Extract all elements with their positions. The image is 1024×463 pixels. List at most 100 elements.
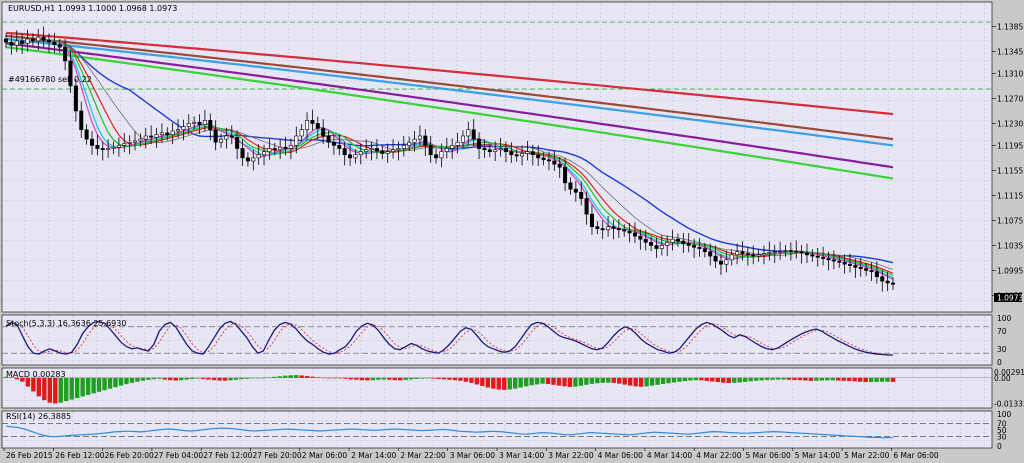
candle [90,130,95,155]
y-tick-label: 1.1075 [997,216,1023,225]
candle [606,216,611,237]
macd-bar [660,377,666,385]
stochastic-pane[interactable] [1,314,993,366]
macd-bar [211,377,217,381]
candle [245,152,250,167]
main-pane[interactable] [1,1,993,313]
candle [622,224,627,237]
macd-bar [222,377,228,381]
macd-bar [759,377,764,381]
macd-bar [118,377,124,386]
macd-bar [792,377,797,380]
macd-bar [518,377,523,388]
candle [369,141,374,161]
candle [331,134,336,155]
candle [202,109,207,132]
x-tick-label: 2 Mar 14:00 [351,451,397,460]
macd-bar [441,377,447,380]
candle [444,137,449,159]
macd-bar [14,377,20,380]
candle [466,121,471,146]
macd-bar [272,376,277,378]
candle [181,119,186,141]
candle [417,125,422,146]
macd-bar [447,377,452,380]
candle [874,261,879,284]
candle [654,237,659,258]
macd-bar [217,377,222,381]
current-price-marker: 1.0973 [994,293,1023,303]
rsi-label: RSI(14) 26.3885 [6,412,71,421]
moving-average-line [5,37,894,147]
candle [208,113,213,141]
macd-bar [589,377,595,384]
candle [788,242,793,261]
macd-bar [332,377,337,379]
macd-bar [3,376,9,378]
chart-header: EURUSD,H1 1.0993 1.1000 1.0968 1.0973 [8,4,177,13]
candle [681,232,686,253]
candle [659,234,664,256]
x-tick-label: 26 Feb 20:00 [105,451,154,460]
macd-bar [830,377,835,381]
macd-bar [173,377,178,381]
candle [815,247,820,267]
macd-bar [726,377,731,384]
moving-average-line [5,46,894,180]
macd-bar [189,377,195,379]
candle [493,141,498,161]
candle [396,141,401,161]
candle [20,34,25,55]
x-tick-label: 3 Mar 14:00 [499,451,545,460]
candle [439,143,444,168]
macd-bar [491,377,496,389]
candle [595,221,600,235]
macd-bar [321,377,326,379]
macd-bar [721,377,726,383]
y-tick-label: 1.1270 [997,94,1023,103]
candle [229,125,234,145]
x-tick-label: 27 Feb 04:00 [154,451,203,460]
candle [127,135,132,155]
x-tick-label: 27 Feb 20:00 [253,451,302,460]
stochastic-main-line [5,320,893,356]
macd-bar [638,377,644,387]
candle [729,249,734,266]
stochastic-y-tick: 100 [997,314,1012,323]
macd-bar [836,377,841,381]
macd-bar [699,377,704,381]
x-tick-label: 2 Mar 22:00 [400,451,446,460]
macd-bar [753,377,759,381]
candle [761,245,766,265]
candle [503,141,508,163]
x-tick-label: 6 Mar 06:00 [893,451,939,460]
macd-bar [266,377,272,379]
macd-bar [310,376,315,378]
candle [804,243,809,263]
candle [794,240,799,259]
macd-bar [91,377,96,394]
rsi-pane[interactable] [1,410,993,449]
candle [122,132,127,153]
candle [670,229,675,251]
macd-bar [74,377,80,399]
macd-bar [879,377,885,382]
candle [708,243,713,266]
candle [745,246,750,266]
rsi-y-tick: 100 [997,410,1012,419]
stochastic-label: Stoch(5,3,3) 16.3636 25.6930 [6,319,126,328]
macd-bar [370,377,376,381]
macd-bar [480,377,485,386]
candle [358,143,363,165]
macd-bar [354,377,359,380]
macd-bar [20,377,25,382]
candle [412,130,417,152]
macd-bar [764,377,770,380]
macd-bar [337,377,343,379]
candle [546,151,551,171]
candle [401,135,406,157]
candle [57,39,62,53]
macd-y-tick: 0.00 [994,374,1011,383]
macd-bar [469,377,474,383]
